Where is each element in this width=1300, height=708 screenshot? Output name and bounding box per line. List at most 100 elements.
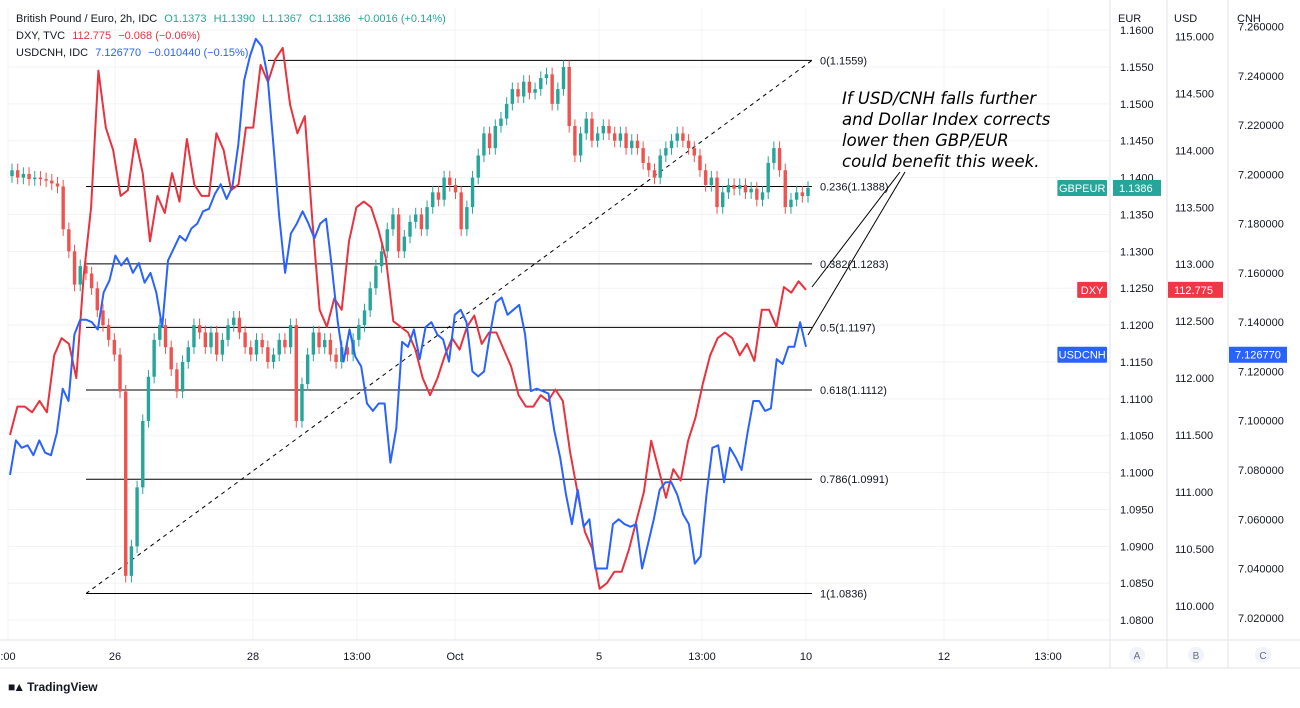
candle bbox=[419, 214, 424, 230]
legend-usdcnh[interactable]: USDCNH, IDC 7.126770 −0.010440 (−0.15%) bbox=[16, 46, 248, 60]
candle bbox=[84, 266, 88, 274]
axis-tick-label: 7.220000 bbox=[1238, 120, 1284, 132]
candle bbox=[95, 288, 99, 311]
axis-tick-label: 7.140000 bbox=[1238, 317, 1284, 329]
candle bbox=[743, 184, 748, 193]
badge-value-bg bbox=[1168, 281, 1223, 298]
candle bbox=[721, 192, 725, 208]
candle bbox=[800, 192, 805, 197]
candle bbox=[482, 133, 486, 156]
annotation-pointer bbox=[811, 171, 901, 288]
candle bbox=[391, 214, 395, 230]
axis-button-label: C bbox=[1259, 651, 1266, 662]
candle bbox=[192, 325, 196, 348]
legend-dxy[interactable]: DXY, TVC 112.775 −0.068 (−0.06%) bbox=[16, 29, 200, 43]
candle bbox=[567, 66, 571, 126]
candle bbox=[544, 74, 549, 79]
legend-dxy-value: 112.775 bbox=[72, 30, 112, 42]
axis-button-label: A bbox=[1134, 651, 1141, 662]
badge-label: USDCNH bbox=[1059, 350, 1106, 362]
legend-gbpeur-name: British Pound / Euro, 2h, IDC bbox=[16, 13, 158, 25]
legend-usdcnh-value: 7.126770 bbox=[95, 47, 142, 59]
axis-tick-label: 7.040000 bbox=[1238, 564, 1284, 576]
candle bbox=[618, 133, 623, 141]
legend-usdcnh-name: USDCNH, IDC bbox=[16, 47, 89, 59]
axis-tick-label: 7.100000 bbox=[1238, 416, 1284, 428]
candle bbox=[698, 155, 702, 171]
tradingview-logo-text: TradingView bbox=[27, 680, 98, 694]
candle bbox=[152, 339, 156, 377]
candle bbox=[766, 162, 770, 193]
x-tick-label: 26 bbox=[109, 651, 121, 663]
x-tick-label: 13:00 bbox=[1034, 651, 1062, 663]
tradingview-logo[interactable]: ■▲ TradingView bbox=[8, 680, 98, 694]
axis-tick-label: 7.160000 bbox=[1238, 268, 1284, 280]
axis-tick-label: 113.000 bbox=[1175, 259, 1214, 271]
badge-usdcnh bbox=[1057, 346, 1107, 363]
candle bbox=[413, 214, 418, 222]
axis-title-c: CNH bbox=[1237, 13, 1261, 25]
x-tick-label: :00 bbox=[0, 651, 15, 663]
candle bbox=[732, 184, 736, 189]
candle bbox=[561, 66, 566, 90]
candle bbox=[141, 420, 145, 488]
badge-value: 112.775 bbox=[1174, 285, 1213, 297]
candle bbox=[607, 125, 611, 134]
candle bbox=[44, 179, 48, 181]
candle bbox=[101, 310, 105, 326]
x-tick-label: Oct bbox=[446, 651, 463, 663]
candle bbox=[510, 89, 515, 104]
x-tick-label: 13:00 bbox=[688, 651, 716, 663]
axis-tick-label: 7.180000 bbox=[1238, 219, 1284, 231]
fib-level-label: 0.382(1.1283) bbox=[820, 259, 889, 271]
legend-gbpeur-low: L1.1367 bbox=[262, 13, 302, 25]
candle bbox=[260, 339, 264, 348]
candle bbox=[334, 354, 338, 362]
candle bbox=[573, 125, 577, 156]
candle bbox=[436, 192, 441, 200]
fib-level-label: 0.786(1.0991) bbox=[820, 474, 889, 486]
candle bbox=[777, 148, 782, 171]
candle bbox=[738, 184, 742, 189]
candle bbox=[578, 133, 583, 156]
candle bbox=[89, 273, 94, 289]
candle bbox=[254, 339, 259, 355]
axis-tick-label: 110.500 bbox=[1175, 544, 1214, 556]
candle bbox=[197, 325, 202, 333]
annotation-line: could benefit this week. bbox=[842, 152, 1040, 171]
candle bbox=[556, 89, 560, 104]
axis-tick-label: 7.260000 bbox=[1238, 21, 1284, 33]
axis-tick-label: 7.240000 bbox=[1238, 71, 1284, 83]
candle bbox=[311, 332, 316, 355]
axis-button-a bbox=[1129, 647, 1145, 663]
candle bbox=[112, 339, 117, 355]
legend-gbpeur[interactable]: British Pound / Euro, 2h, IDC O1.1373 H1… bbox=[16, 12, 446, 26]
x-tick-label: 28 bbox=[247, 651, 259, 663]
candle bbox=[681, 133, 685, 141]
candle bbox=[163, 325, 168, 348]
legend-dxy-name: DXY, TVC bbox=[16, 30, 66, 42]
tradingview-logo-icon: ■▲ bbox=[8, 680, 25, 694]
candle bbox=[175, 369, 179, 392]
candle bbox=[499, 118, 503, 126]
axis-title-a: EUR bbox=[1118, 13, 1141, 25]
axis-tick-label: 7.200000 bbox=[1238, 169, 1284, 181]
candle bbox=[772, 148, 776, 163]
candle bbox=[601, 125, 606, 134]
axis-tick-label: 1.1500 bbox=[1120, 99, 1154, 111]
candle bbox=[726, 184, 731, 193]
axis-tick-label: 111.500 bbox=[1175, 430, 1213, 442]
candle bbox=[78, 266, 82, 285]
candle bbox=[755, 188, 759, 200]
axis-tick-label: 7.120000 bbox=[1238, 366, 1284, 378]
candle bbox=[50, 180, 54, 184]
legend-usdcnh-change: −0.010440 (−0.15%) bbox=[148, 47, 249, 59]
x-tick-label: 5 bbox=[596, 651, 602, 663]
candle bbox=[527, 81, 532, 93]
candle bbox=[266, 347, 270, 362]
candle bbox=[27, 173, 31, 180]
axis-tick-label: 7.080000 bbox=[1238, 465, 1284, 477]
candle bbox=[715, 177, 719, 208]
